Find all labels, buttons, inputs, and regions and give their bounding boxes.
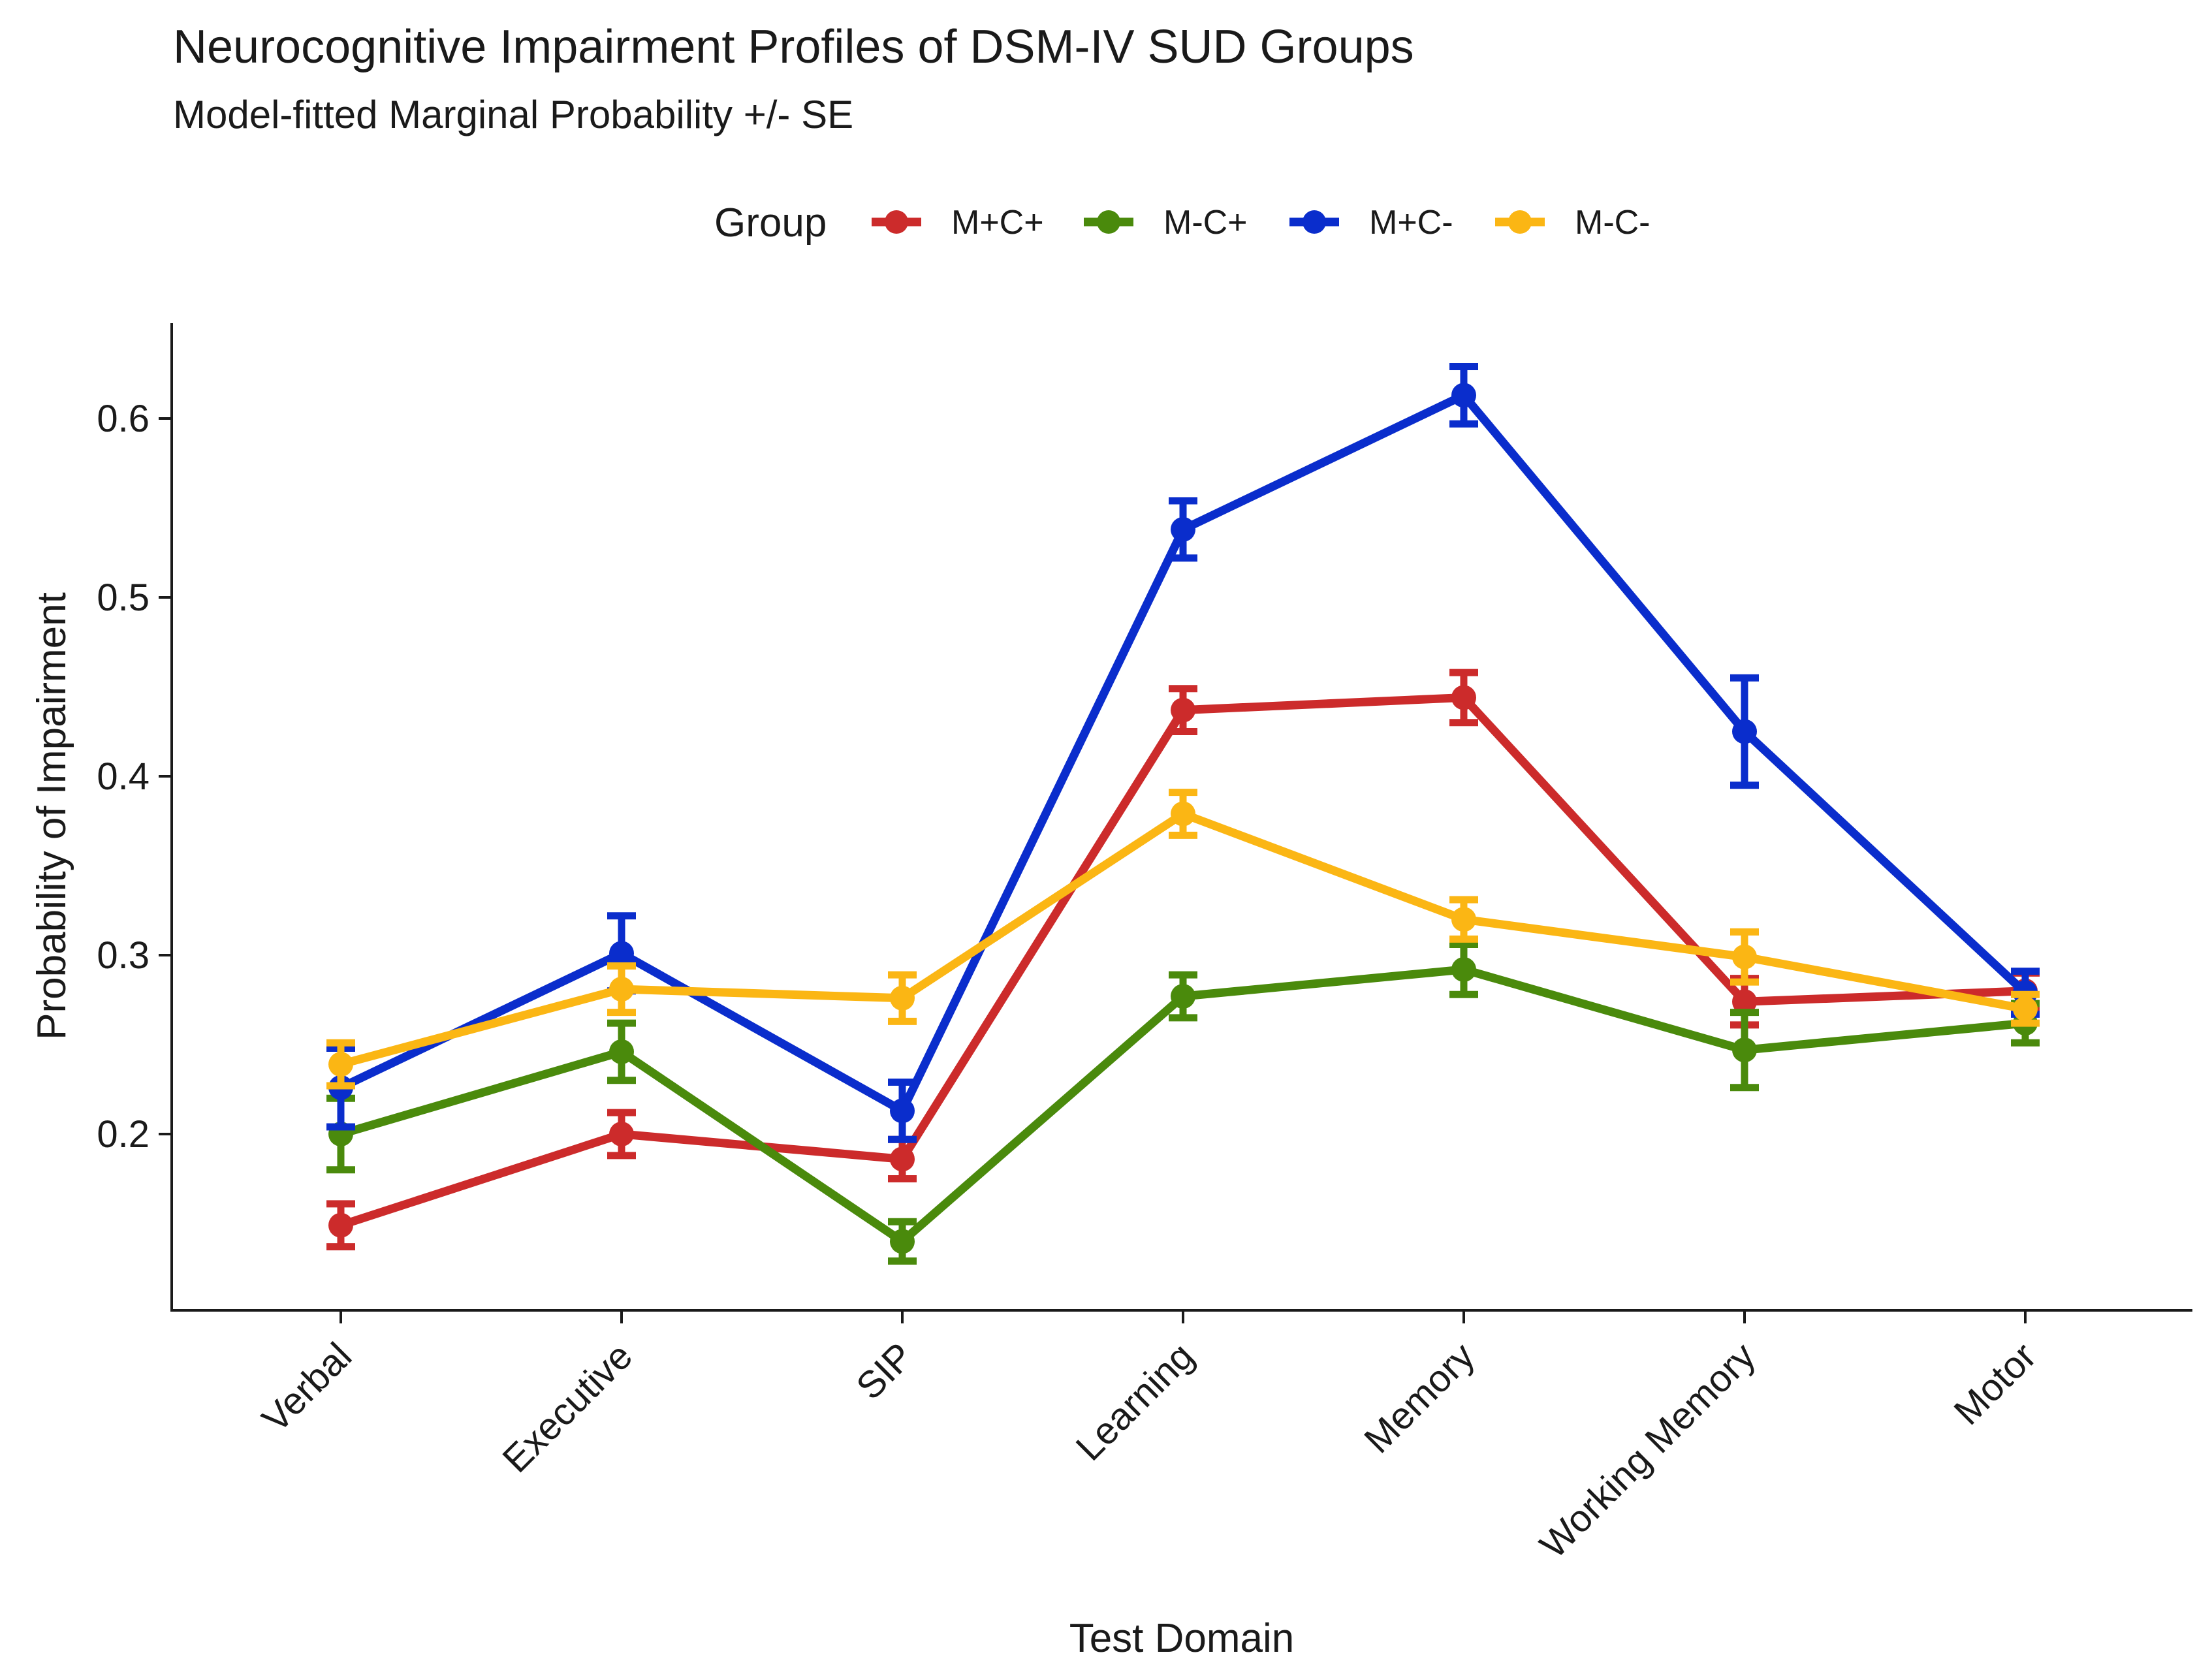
data-point bbox=[328, 1212, 353, 1238]
data-point bbox=[609, 977, 634, 1002]
data-point bbox=[1451, 383, 1476, 408]
data-point bbox=[1171, 697, 1195, 723]
data-point bbox=[1171, 516, 1195, 542]
legend-swatch-point bbox=[1097, 210, 1120, 234]
data-point bbox=[1732, 944, 1757, 970]
series-mpluscminus bbox=[326, 363, 2040, 1143]
axes bbox=[170, 323, 2192, 1312]
data-point bbox=[1171, 801, 1195, 827]
x-tick-label: Memory bbox=[1356, 1334, 1483, 1461]
data-point bbox=[2013, 996, 2038, 1022]
legend-swatch-point bbox=[1508, 210, 1532, 234]
series-mminuscminus bbox=[326, 789, 2040, 1090]
data-point bbox=[890, 1146, 915, 1172]
y-tick-label: 0.5 bbox=[97, 576, 150, 619]
legend-label: M+C- bbox=[1369, 204, 1453, 242]
data-point bbox=[890, 1229, 915, 1254]
x-tick-label: Working Memory bbox=[1532, 1334, 1763, 1566]
x-axis-title: Test Domain bbox=[1069, 1616, 1295, 1661]
data-point bbox=[609, 1039, 634, 1064]
data-point bbox=[1451, 956, 1476, 982]
legend-label: M-C+ bbox=[1163, 204, 1248, 242]
data-point bbox=[1732, 719, 1757, 744]
data-point bbox=[1451, 907, 1476, 932]
data-point bbox=[609, 1122, 634, 1146]
y-tick-label: 0.4 bbox=[97, 755, 150, 798]
y-tick-label: 0.6 bbox=[97, 398, 150, 440]
y-axis-title: Probability of Impairment bbox=[29, 592, 74, 1040]
data-point bbox=[328, 1052, 353, 1077]
legend-item: M+C+ bbox=[872, 204, 1044, 242]
legend-swatch-point bbox=[1303, 210, 1326, 234]
y-ticks: 0.2 0.3 0.4 0.5 0.6 bbox=[97, 398, 172, 1156]
x-ticks: Verbal Executive SIP Learning Memory Working … bbox=[254, 1310, 2044, 1566]
legend-item: M-C- bbox=[1495, 204, 1651, 242]
legend-title: Group bbox=[714, 200, 827, 245]
chart-subtitle: Model-fitted Marginal Probability +/- SE bbox=[173, 93, 853, 136]
data-point bbox=[1732, 989, 1757, 1015]
x-tick-label: Executive bbox=[494, 1334, 640, 1481]
y-tick-label: 0.3 bbox=[97, 934, 150, 977]
series-layer bbox=[326, 363, 2040, 1265]
series-mpluscplus bbox=[326, 669, 2040, 1251]
data-point bbox=[890, 1098, 915, 1124]
data-point bbox=[1451, 685, 1476, 710]
y-tick-label: 0.2 bbox=[97, 1113, 150, 1156]
legend-item: M-C+ bbox=[1084, 204, 1248, 242]
legend-items: M+C+ M-C+ M+C- M-C- bbox=[872, 204, 1651, 242]
legend-label: M+C+ bbox=[951, 204, 1044, 242]
series-mminuscplus bbox=[326, 941, 2040, 1265]
data-point bbox=[1171, 984, 1195, 1009]
x-tick-label: SIP bbox=[848, 1334, 921, 1408]
legend: Group M+C+ M-C+ M+C- M-C- bbox=[714, 200, 1651, 245]
x-tick-label: Learning bbox=[1068, 1334, 1203, 1469]
data-point bbox=[1732, 1037, 1757, 1063]
series-line bbox=[336, 810, 2030, 1069]
legend-label: M-C- bbox=[1575, 204, 1651, 242]
x-tick-label: Verbal bbox=[254, 1334, 360, 1440]
legend-item: M+C- bbox=[1289, 204, 1453, 242]
x-tick-label: Motor bbox=[1946, 1334, 2044, 1433]
data-point bbox=[890, 985, 915, 1011]
chart-title: Neurocognitive Impairment Profiles of DS… bbox=[173, 21, 1414, 73]
legend-swatch-point bbox=[885, 210, 908, 234]
data-point bbox=[609, 941, 634, 966]
